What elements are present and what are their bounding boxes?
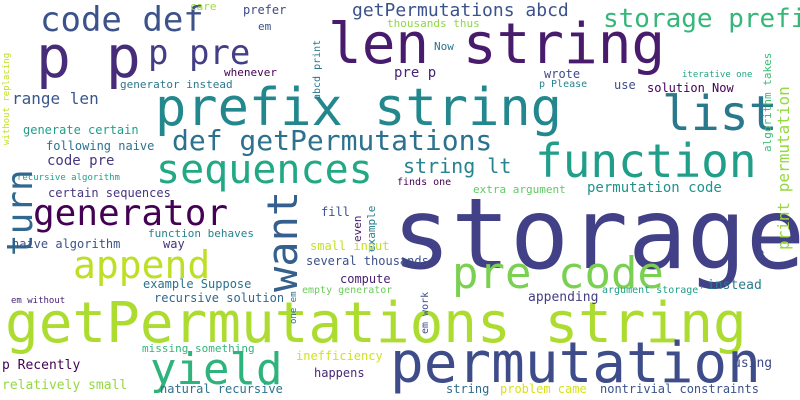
- word-want: want: [258, 190, 307, 292]
- word-naive-algorithm: naive algorithm: [12, 237, 121, 251]
- word-append: append: [73, 243, 211, 287]
- word-use: use: [614, 78, 636, 92]
- word-getpermutations-abcd: getPermutations abcd: [352, 0, 569, 21]
- word-generator: generator: [33, 193, 229, 234]
- word-now: Now: [434, 40, 454, 53]
- word-function-behaves: function behaves: [148, 227, 254, 240]
- word-generate-certain: generate certain: [23, 123, 139, 137]
- word-e: e: [757, 246, 765, 260]
- word-p-please: p Please: [539, 79, 588, 90]
- word-thousands-thus: thousands thus: [387, 17, 480, 30]
- word-instead: instead: [707, 278, 762, 293]
- word-recursive-solution: recursive solution: [154, 291, 285, 305]
- word-string-lt: string lt: [403, 154, 512, 178]
- word-algorithm-takes: algorithm takes: [761, 52, 774, 152]
- word-range-len: range len: [12, 89, 99, 108]
- word-permutation: permutation: [390, 331, 761, 396]
- word-argument-storage: argument storage': [602, 285, 705, 296]
- word-function: function: [535, 134, 757, 188]
- word-code-def: code def: [40, 0, 204, 40]
- word-print-permutation: print permutation: [774, 86, 793, 250]
- word-p-recently: p Recently: [2, 358, 81, 373]
- word-appending: appending: [528, 290, 599, 305]
- word-problem-came: problem came: [500, 382, 587, 396]
- word-prefix-string: prefix string: [155, 78, 562, 138]
- word-compute: compute: [340, 272, 391, 286]
- word-way: way: [163, 237, 185, 251]
- word-natural-recursive: natural recursive: [160, 382, 283, 396]
- word-string: string: [446, 382, 490, 396]
- word-list: list: [662, 86, 778, 142]
- word-storage: storage: [392, 178, 800, 292]
- word-abcd-print: abcd print: [312, 39, 323, 100]
- word-pre-p: pre p: [394, 65, 437, 81]
- word-len-string: len string: [328, 12, 666, 77]
- word-em-work: em work: [420, 291, 431, 334]
- word-iterative-one: iterative one: [682, 70, 753, 80]
- word-wrote: wrote: [544, 67, 581, 81]
- word-solution-now: solution Now: [647, 81, 734, 95]
- word-whenever: whenever: [224, 66, 277, 79]
- word-without-replacing: without replacing: [2, 52, 12, 145]
- word-getpermutations-string: getPermutations string: [5, 291, 747, 356]
- word-sequences: sequences: [156, 147, 373, 193]
- word-fill: fill: [321, 205, 350, 219]
- word-following-naive: following naive: [46, 139, 155, 153]
- word-empty-generator: empty generator: [302, 285, 393, 296]
- word-happens: happens: [314, 366, 365, 380]
- word-pre-code: pre code: [452, 248, 664, 299]
- word-extra-argument: extra argument: [473, 183, 566, 196]
- word-em: em: [258, 20, 272, 33]
- word-example-suppose: example Suppose: [143, 277, 252, 291]
- word-relatively-small: relatively small: [2, 378, 128, 393]
- word-storage-prefix: storage prefix: [603, 4, 800, 34]
- word-one-em: one em: [289, 291, 299, 324]
- word-care: care: [190, 0, 217, 13]
- word-p-pre: p pre: [148, 33, 251, 73]
- word-generator-instead: generator instead: [120, 78, 233, 91]
- word-yield: yield: [150, 344, 283, 395]
- word-prefer: prefer: [243, 3, 287, 17]
- word-em-without: em without: [11, 296, 66, 306]
- word-certain-sequences: certain sequences: [48, 186, 171, 200]
- word-permutation-code: permutation code: [587, 180, 722, 196]
- word-p-p: p p: [36, 23, 141, 91]
- word-recursive-algorithm: recursive algorithm: [17, 173, 120, 183]
- word-using: using: [733, 356, 773, 371]
- word-finds-one: finds one: [397, 177, 452, 188]
- word-several-thousands: several thousands: [306, 254, 429, 268]
- word-inefficiency: inefficiency: [296, 349, 383, 363]
- word-nontrivial-constraints: nontrivial constraints: [600, 382, 759, 396]
- word-missing-something: missing something: [142, 342, 255, 355]
- word-def-getpermutations: def getPermutations: [172, 124, 493, 157]
- word-code-pre: code pre: [47, 153, 115, 169]
- word-small-input: small input: [310, 239, 390, 253]
